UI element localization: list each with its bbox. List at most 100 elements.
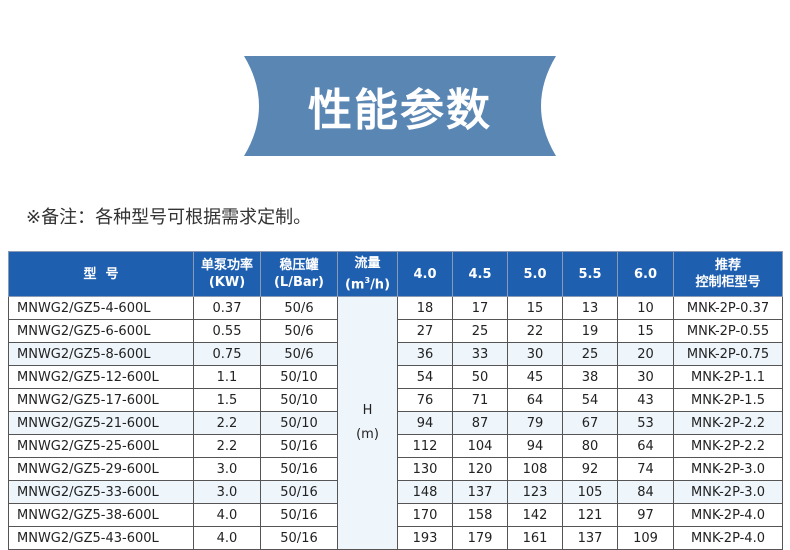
cell-head: 15 (617, 319, 674, 343)
cell-tank: 50/6 (260, 342, 338, 366)
cell-tank: 50/16 (260, 503, 338, 527)
cell-cabinet: MNK-2P-0.75 (673, 342, 783, 366)
cell-head: 108 (507, 457, 563, 481)
cell-head: 71 (452, 388, 508, 412)
header-flow: 流量 (m3/h) (337, 251, 398, 297)
cell-model: MNWG2/GZ5-12-600L (8, 365, 194, 389)
cell-head: 94 (397, 411, 453, 435)
cell-head: 158 (452, 503, 508, 527)
performance-table: 型 号 单泵功率 (KW) 稳压罐 (L/Bar) 流量 (m3/h) 4.0 4.5… (8, 251, 783, 550)
cell-head: 94 (507, 434, 563, 458)
cell-head: 54 (397, 365, 453, 389)
cell-cabinet: MNK-2P-3.0 (673, 457, 783, 481)
cell-head: 112 (397, 434, 453, 458)
cell-head: 20 (617, 342, 674, 366)
cell-head: 79 (507, 411, 563, 435)
header-flow-6-0: 6.0 (617, 251, 674, 297)
cell-power: 1.1 (193, 365, 261, 389)
header-cabinet: 推荐 控制柜型号 (673, 251, 783, 297)
cell-head: 33 (452, 342, 508, 366)
cell-head: 170 (397, 503, 453, 527)
header-power: 单泵功率 (KW) (193, 251, 261, 297)
cell-cabinet: MNK-2P-2.2 (673, 434, 783, 458)
cell-power: 2.2 (193, 434, 261, 458)
cell-head: 19 (562, 319, 618, 343)
cell-tank: 50/16 (260, 480, 338, 504)
cell-head: 38 (562, 365, 618, 389)
cell-head: 123 (507, 480, 563, 504)
cell-head: 36 (397, 342, 453, 366)
cell-head: 148 (397, 480, 453, 504)
cell-head: 74 (617, 457, 674, 481)
cell-head: 67 (562, 411, 618, 435)
cell-cabinet: MNK-2P-4.0 (673, 503, 783, 527)
cell-cabinet: MNK-2P-0.55 (673, 319, 783, 343)
cell-head: 84 (617, 480, 674, 504)
cell-head: 64 (617, 434, 674, 458)
cell-power: 3.0 (193, 480, 261, 504)
cell-head: 87 (452, 411, 508, 435)
cell-model: MNWG2/GZ5-43-600L (8, 526, 194, 550)
cell-model: MNWG2/GZ5-6-600L (8, 319, 194, 343)
cell-head: 13 (562, 296, 618, 320)
cell-power: 0.37 (193, 296, 261, 320)
cell-head: 30 (507, 342, 563, 366)
header-flow-5-0: 5.0 (507, 251, 563, 297)
cell-tank: 50/10 (260, 411, 338, 435)
cell-cabinet: MNK-2P-0.37 (673, 296, 783, 320)
cell-head: 161 (507, 526, 563, 550)
cell-tank: 50/6 (260, 319, 338, 343)
cell-power: 2.2 (193, 411, 261, 435)
cell-tank: 50/16 (260, 526, 338, 550)
remark-note: ※备注：各种型号可根据需求定制。 (26, 207, 312, 228)
cell-head: 104 (452, 434, 508, 458)
cell-head-unit: H (m) (337, 296, 398, 550)
cell-head: 76 (397, 388, 453, 412)
cell-head: 193 (397, 526, 453, 550)
cell-head: 50 (452, 365, 508, 389)
cell-head: 15 (507, 296, 563, 320)
header-row: 型 号 单泵功率 (KW) 稳压罐 (L/Bar) 流量 (m3/h) 4.0 4.5… (8, 251, 783, 297)
header-model: 型 号 (8, 251, 194, 297)
cell-model: MNWG2/GZ5-4-600L (8, 296, 194, 320)
cell-cabinet: MNK-2P-2.2 (673, 411, 783, 435)
cell-power: 1.5 (193, 388, 261, 412)
cell-head: 43 (617, 388, 674, 412)
cell-power: 4.0 (193, 503, 261, 527)
cell-cabinet: MNK-2P-1.1 (673, 365, 783, 389)
cell-cabinet: MNK-2P-1.5 (673, 388, 783, 412)
cell-head: 10 (617, 296, 674, 320)
banner-title: 性能参数 (308, 85, 492, 136)
cell-head: 27 (397, 319, 453, 343)
cell-head: 64 (507, 388, 563, 412)
cell-head: 54 (562, 388, 618, 412)
cell-model: MNWG2/GZ5-33-600L (8, 480, 194, 504)
cell-head: 30 (617, 365, 674, 389)
cell-power: 0.75 (193, 342, 261, 366)
cell-head: 109 (617, 526, 674, 550)
header-flow-5-5: 5.5 (562, 251, 618, 297)
cell-cabinet: MNK-2P-3.0 (673, 480, 783, 504)
cell-head: 179 (452, 526, 508, 550)
cell-head: 17 (452, 296, 508, 320)
cell-head: 53 (617, 411, 674, 435)
cell-tank: 50/16 (260, 457, 338, 481)
section-banner: 性能参数 (244, 56, 556, 156)
cell-head: 120 (452, 457, 508, 481)
header-flow-4-0: 4.0 (397, 251, 453, 297)
cell-model: MNWG2/GZ5-17-600L (8, 388, 194, 412)
cell-head: 137 (562, 526, 618, 550)
cell-power: 3.0 (193, 457, 261, 481)
cell-head: 18 (397, 296, 453, 320)
table-row: MNWG2/GZ5-12-600L 1.1 50/10 54 50 45 38 30 MNK-2… (8, 365, 783, 389)
cell-head: 22 (507, 319, 563, 343)
cell-model: MNWG2/GZ5-21-600L (8, 411, 194, 435)
cell-head: 121 (562, 503, 618, 527)
table-row: MNWG2/GZ5-6-600L 0.55 50/6 27 25 22 19 15 MNK-2P… (8, 319, 783, 343)
cell-cabinet: MNK-2P-4.0 (673, 526, 783, 550)
table-row: MNWG2/GZ5-25-600L 2.2 50/16 112 104 94 80 64 MNK… (8, 434, 783, 458)
cell-head: 25 (452, 319, 508, 343)
cell-head: 105 (562, 480, 618, 504)
cell-head: 97 (617, 503, 674, 527)
cell-power: 0.55 (193, 319, 261, 343)
